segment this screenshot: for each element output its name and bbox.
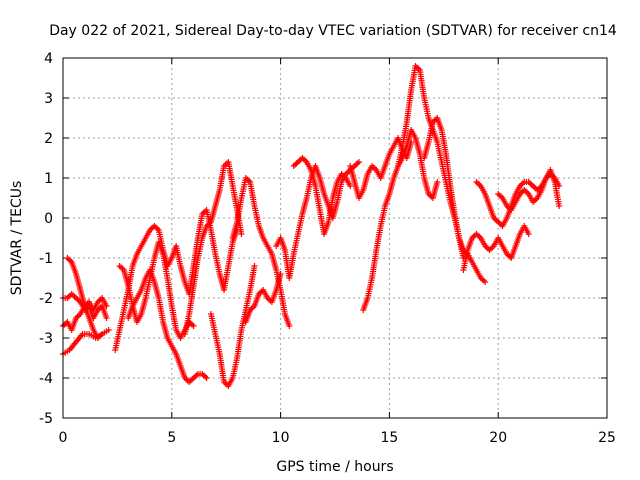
- data-point: [482, 279, 489, 285]
- data-point: [277, 271, 284, 277]
- series-track-13: [273, 159, 362, 281]
- y-tick-label: 3: [44, 91, 53, 107]
- series-track-21: [495, 167, 563, 213]
- x-tick-label: 0: [59, 430, 68, 446]
- series-track-9: [181, 159, 245, 337]
- x-tick-label: 25: [598, 430, 616, 446]
- y-tick-label: 1: [44, 171, 53, 187]
- data-point: [286, 323, 293, 329]
- data-point: [556, 203, 563, 209]
- y-tick-label: 4: [44, 51, 53, 67]
- data-point: [99, 331, 106, 337]
- y-tick-label: -4: [39, 371, 53, 387]
- y-tick-label: -2: [39, 291, 53, 307]
- data-point: [347, 183, 354, 189]
- y-tick-label: 0: [44, 211, 53, 227]
- series-track-8: [168, 207, 241, 297]
- data-point: [203, 375, 210, 381]
- y-tick-label: -3: [39, 331, 53, 347]
- series-track-12: [242, 271, 284, 325]
- series-track-14: [290, 155, 354, 237]
- data-point: [355, 159, 362, 165]
- data-markers: [60, 63, 563, 389]
- data-point: [434, 179, 441, 185]
- x-tick-label: 15: [380, 430, 398, 446]
- x-axis-label: GPS time / hours: [276, 459, 393, 475]
- series-track-3: [60, 327, 112, 357]
- series-track-7: [125, 267, 210, 385]
- series-track-15: [347, 135, 415, 201]
- y-axis-label: SDTVAR / TECUs: [9, 181, 25, 296]
- data-point: [103, 315, 110, 321]
- y-tick-label: 2: [44, 131, 53, 147]
- series-track-18: [421, 115, 489, 285]
- series-track-10: [207, 263, 258, 389]
- y-tick-label: -5: [39, 411, 53, 427]
- axis-ticks: 0 5 10 15 20 25 -5 -4 -3 -2 -1 0 1 2 3 4: [39, 51, 616, 446]
- plot-frame: [62, 57, 608, 419]
- data-point: [103, 303, 110, 309]
- x-tick-label: 5: [167, 430, 176, 446]
- x-tick-label: 10: [272, 430, 290, 446]
- data-point: [190, 323, 197, 329]
- x-tick-label: 20: [489, 430, 507, 446]
- data-point: [251, 263, 258, 269]
- chart-title: Day 022 of 2021, Sidereal Day-to-day VTE…: [49, 23, 617, 39]
- data-point: [105, 327, 112, 333]
- series-track-19: [460, 223, 532, 273]
- data-point: [238, 231, 245, 237]
- series-track-16: [360, 127, 441, 313]
- data-point: [525, 231, 532, 237]
- series-track-4: [64, 255, 106, 341]
- y-tick-label: -1: [39, 251, 53, 267]
